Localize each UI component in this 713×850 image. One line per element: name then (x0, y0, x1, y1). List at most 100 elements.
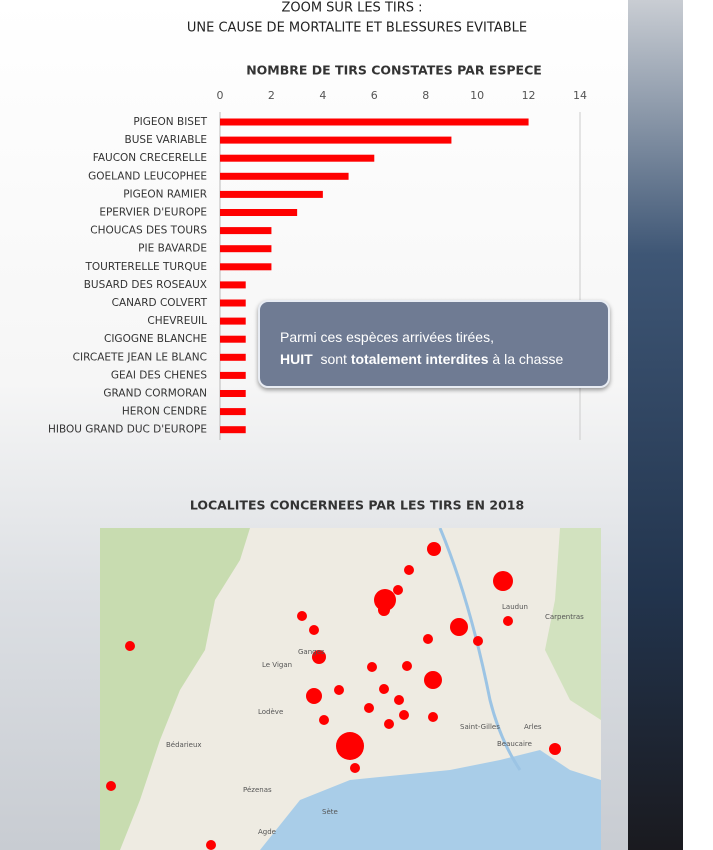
map-sea (260, 750, 601, 850)
locality-dot (309, 625, 319, 635)
y-tick-label: BUSARD DES ROSEAUX (84, 279, 207, 291)
locality-dot (450, 618, 468, 636)
margin (683, 0, 713, 850)
bar (220, 136, 452, 144)
y-tick-label: FAUCON CRECERELLE (93, 152, 207, 164)
locality-dot (379, 684, 389, 694)
locality-dot (367, 662, 377, 672)
bar (220, 317, 246, 325)
place-label: Beaucaire (497, 740, 532, 748)
y-tick-label: HERON CENDRE (122, 406, 207, 418)
bar (220, 263, 272, 271)
y-tick-label: CHEVREUIL (147, 315, 207, 327)
y-tick-label: EPERVIER D'EUROPE (99, 207, 207, 219)
y-tick-label: PIE BAVARDE (138, 243, 207, 255)
y-tick-label: GEAI DES CHENES (111, 369, 207, 381)
locality-dot (319, 715, 329, 725)
x-tick-label: 6 (371, 89, 378, 102)
callout-text: à la chasse (488, 351, 564, 367)
map-title: LOCALITES CONCERNEES PAR LES TIRS EN 201… (190, 498, 524, 513)
bar (220, 190, 323, 198)
map-forest (545, 528, 601, 720)
locality-dot (424, 671, 442, 689)
callout-bold: HUIT (280, 351, 313, 367)
y-tick-label: PIGEON BISET (133, 116, 207, 128)
locality-dot (404, 565, 414, 575)
bar (220, 209, 298, 216)
map: Le Vigan Ganges Lodève Bédarieux Pézenas Sète… (100, 528, 601, 850)
place-label: Lodève (258, 708, 283, 716)
bar (220, 371, 246, 379)
place-label: Le Vigan (262, 661, 292, 669)
x-tick-label: 4 (319, 89, 326, 102)
map-forest (100, 528, 250, 850)
bar (220, 335, 246, 343)
locality-dot (427, 542, 441, 556)
y-tick-label: HIBOU GRAND DUC D'EUROPE (48, 424, 207, 436)
place-label: Arles (524, 723, 542, 731)
y-tick-label: CIGOGNE BLANCHE (104, 333, 207, 345)
place-label: Bédarieux (166, 741, 202, 749)
locality-dot (350, 763, 360, 773)
place-label: Saint-Gilles (460, 723, 500, 731)
bar (220, 390, 246, 397)
x-tick-label: 2 (268, 89, 275, 102)
place-label: Agde (258, 828, 276, 836)
bar (220, 154, 375, 162)
x-tick-label: 14 (573, 89, 587, 102)
callout-bold: totalement interdites (350, 351, 489, 367)
place-label: Sète (322, 808, 338, 816)
locality-dot (402, 661, 412, 671)
callout-text: sont (312, 351, 351, 367)
locality-dot (364, 703, 374, 713)
locality-dot (125, 641, 135, 651)
x-tick-label: 12 (522, 89, 536, 102)
x-tick-label: 8 (422, 89, 429, 102)
locality-dot (493, 571, 513, 591)
locality-dot (393, 585, 403, 595)
title: UNE CAUSE DE MORTALITE ET BLESSURES EVIT… (187, 21, 527, 36)
locality-dot (503, 616, 513, 626)
bar (220, 118, 529, 126)
locality-dot (428, 712, 438, 722)
locality-dot (423, 634, 433, 644)
y-tick-label: GRAND CORMORAN (103, 388, 207, 400)
locality-dot (399, 710, 409, 720)
title: ZOOM SUR LES TIRS : (281, 1, 422, 16)
callout-text: Parmi ces espèces arrivées tirées, (280, 329, 494, 345)
locality-dot (297, 611, 307, 621)
bar (220, 299, 246, 307)
bar (220, 426, 246, 434)
y-tick-label: GOELAND LEUCOPHEE (88, 170, 207, 182)
y-tick-label: BUSE VARIABLE (125, 134, 207, 146)
locality-dot (394, 695, 404, 705)
y-tick-label: CHOUCAS DES TOURS (90, 225, 207, 237)
x-tick-label: 10 (470, 89, 484, 102)
locality-dot (334, 685, 344, 695)
y-tick-label: PIGEON RAMIER (123, 188, 207, 200)
map-river (438, 528, 522, 771)
locality-dot (336, 732, 364, 760)
bar-chart: 0 2 4 6 8 10 12 14 PIGEON BISET BUSE VARIABLE FAUC… (48, 89, 587, 436)
chart-title: NOMBRE DE TIRS CONSTATES PAR ESPECE (246, 63, 542, 78)
side-photo (628, 0, 683, 850)
callout: Parmi ces espèces arrivées tirées, HUIT … (258, 300, 610, 388)
locality-dot (312, 650, 326, 664)
locality-dot (206, 840, 216, 850)
bar (220, 408, 246, 416)
bar (220, 353, 246, 361)
y-tick-label: TOURTERELLE TURQUE (84, 261, 207, 273)
bar (220, 245, 272, 253)
place-label: Carpentras (545, 613, 584, 621)
locality-dot (106, 781, 116, 791)
locality-dot (374, 589, 396, 611)
y-tick-label: CIRCAETE JEAN LE BLANC (73, 351, 207, 363)
locality-dots (106, 542, 561, 850)
place-labels: Le Vigan Ganges Lodève Bédarieux Pézenas Sète… (166, 603, 584, 836)
locality-dot (473, 636, 483, 646)
bar (220, 172, 349, 180)
locality-dot (384, 719, 394, 729)
y-tick-label: CANARD COLVERT (112, 297, 208, 309)
